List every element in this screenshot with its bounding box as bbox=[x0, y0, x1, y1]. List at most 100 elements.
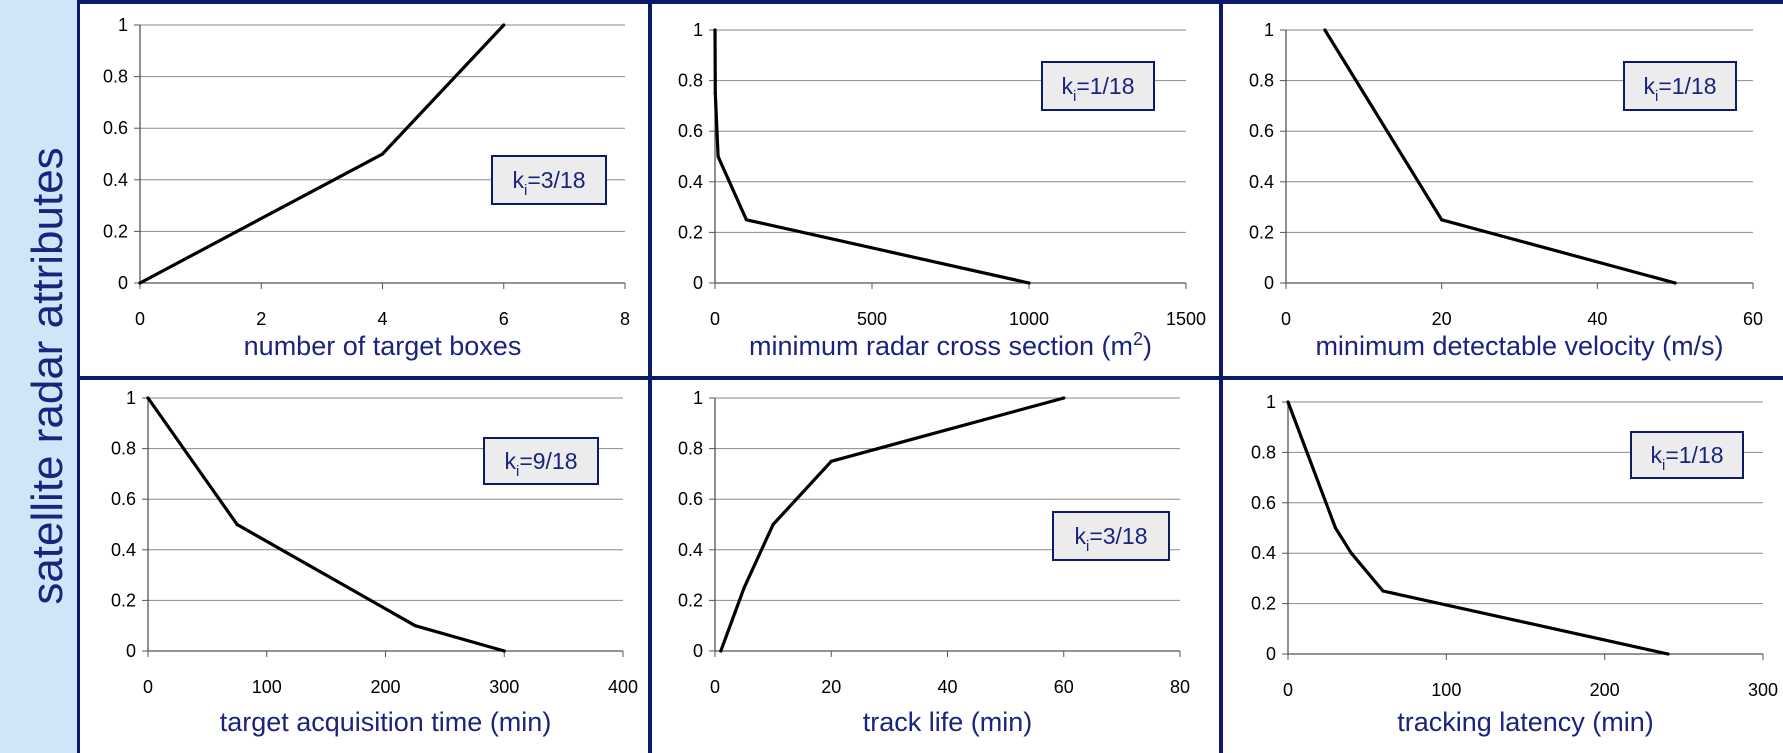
k-value-box: ki=3/18 bbox=[1052, 511, 1170, 561]
chart-panel-1: 0 0.2 0.4 0.6 0.8 1 0 2 4 6 8 ki=3/18 number of targ… bbox=[103, 15, 630, 361]
data-point bbox=[1323, 28, 1327, 32]
x-tick-label: 1000 bbox=[1009, 309, 1049, 329]
y-tick-label: 0 bbox=[118, 273, 128, 293]
y-tick-label: 1 bbox=[1266, 392, 1276, 412]
data-point bbox=[235, 522, 239, 527]
y-tick-label: 0.2 bbox=[1249, 222, 1274, 242]
x-axis-title: minimum radar cross section (m2) bbox=[749, 329, 1152, 361]
k-value-label: ki=3/18 bbox=[512, 167, 585, 199]
y-tick-label: 0.6 bbox=[1251, 493, 1276, 513]
y-tick-label: 0.2 bbox=[1251, 594, 1276, 614]
data-point bbox=[1333, 526, 1338, 530]
y-tick-label: 1 bbox=[126, 388, 136, 408]
y-tick-label: 1 bbox=[1264, 20, 1274, 40]
chart-panel-5: 0 0.2 0.4 0.6 0.8 1 0 20 40 60 80 ki=3/18 track life… bbox=[678, 388, 1190, 737]
y-tick-label: 0.2 bbox=[103, 221, 128, 241]
data-point bbox=[719, 649, 723, 653]
y-tick-label: 0 bbox=[693, 273, 703, 293]
series-line bbox=[1323, 29, 1676, 285]
data-point bbox=[1666, 652, 1670, 656]
chart-panel-4: 0 0.2 0.4 0.6 0.8 1 0 100 200 300 400 ki=9/18 target… bbox=[111, 388, 638, 737]
sidebar: satellite radar attributes bbox=[0, 0, 80, 753]
series-line bbox=[1286, 401, 1669, 656]
series-line bbox=[713, 29, 1030, 285]
x-tick-label: 100 bbox=[1431, 680, 1461, 700]
y-tick-label: 0.8 bbox=[1249, 71, 1274, 91]
y-tick-label: 0.6 bbox=[1249, 121, 1274, 141]
y-tick-label: 0.8 bbox=[1251, 442, 1276, 462]
y-tick-label: 0 bbox=[126, 641, 136, 661]
data-point bbox=[713, 91, 717, 95]
y-tick-label: 1 bbox=[693, 388, 703, 408]
y-tick-label: 1 bbox=[693, 20, 703, 40]
data-point bbox=[413, 624, 417, 628]
x-tick-label: 300 bbox=[1748, 680, 1778, 700]
x-tick-label: 500 bbox=[857, 309, 887, 329]
x-tick-label: 60 bbox=[1743, 309, 1763, 329]
data-point bbox=[713, 28, 717, 32]
data-point bbox=[716, 154, 720, 159]
x-tick-label: 1500 bbox=[1166, 309, 1206, 329]
x-axis-title: track life (min) bbox=[863, 707, 1033, 737]
k-value-box: ki=1/18 bbox=[1630, 431, 1744, 479]
y-tick-label: 0.8 bbox=[103, 67, 128, 87]
y-tick-label: 0 bbox=[693, 641, 703, 661]
k-value-label: ki=1/18 bbox=[1061, 73, 1134, 105]
x-tick-label: 0 bbox=[143, 677, 153, 697]
chart-panel-6: 0 0.2 0.4 0.6 0.8 1 0 100 200 300 ki=1/18 tracking … bbox=[1251, 392, 1778, 737]
x-tick-label: 80 bbox=[1170, 677, 1190, 697]
x-tick-label: 40 bbox=[937, 677, 957, 697]
x-tick-label: 0 bbox=[1283, 680, 1293, 700]
y-tick-label: 0.8 bbox=[111, 439, 136, 459]
y-tick-label: 0.6 bbox=[111, 489, 136, 509]
y-tick-label: 0.6 bbox=[103, 118, 128, 138]
x-tick-label: 20 bbox=[1432, 309, 1452, 329]
x-tick-label: 0 bbox=[710, 677, 720, 697]
data-point bbox=[1027, 281, 1031, 285]
x-tick-label: 0 bbox=[1281, 309, 1291, 329]
data-point bbox=[1349, 551, 1353, 555]
y-tick-label: 0.4 bbox=[111, 540, 136, 560]
x-axis-title: tracking latency (min) bbox=[1397, 707, 1654, 737]
y-tick-label: 0.4 bbox=[678, 540, 703, 560]
x-tick-label: 6 bbox=[499, 309, 509, 329]
x-tick-label: 4 bbox=[377, 309, 387, 329]
x-axis-title: minimum detectable velocity (m/s) bbox=[1315, 331, 1723, 361]
y-tick-label: 0.6 bbox=[678, 489, 703, 509]
chart-panel-3: 0 0.2 0.4 0.6 0.8 1 0 20 40 60 ki=1/18 minimum dete… bbox=[1249, 20, 1763, 361]
data-point bbox=[1381, 589, 1385, 593]
k-value-label: ki=1/18 bbox=[1650, 442, 1723, 474]
x-tick-label: 60 bbox=[1054, 677, 1074, 697]
data-point bbox=[742, 586, 746, 590]
x-tick-label: 300 bbox=[489, 677, 519, 697]
panel-frame bbox=[80, 0, 1783, 753]
x-tick-label: 400 bbox=[608, 677, 638, 697]
y-tick-label: 0 bbox=[1264, 273, 1274, 293]
data-point bbox=[380, 152, 385, 156]
x-tick-label: 200 bbox=[370, 677, 400, 697]
chart-panel-2: 0 0.2 0.4 0.6 0.8 1 0 500 1000 1500 ki=1/18 minimum… bbox=[678, 20, 1206, 361]
y-tick-label: 0.8 bbox=[678, 439, 703, 459]
y-tick-label: 0.4 bbox=[1249, 172, 1274, 192]
y-tick-label: 0.6 bbox=[678, 121, 703, 141]
series-line bbox=[146, 397, 505, 653]
k-value-box: ki=3/18 bbox=[491, 155, 607, 205]
k-value-label: ki=3/18 bbox=[1074, 523, 1147, 555]
data-point bbox=[146, 396, 150, 400]
x-tick-label: 8 bbox=[620, 309, 630, 329]
x-tick-label: 100 bbox=[252, 677, 282, 697]
x-tick-label: 40 bbox=[1587, 309, 1607, 329]
series-line bbox=[139, 23, 505, 285]
x-tick-label: 0 bbox=[710, 309, 720, 329]
y-tick-label: 0.8 bbox=[678, 71, 703, 91]
x-axis-title: number of target boxes bbox=[244, 331, 522, 361]
k-value-label: ki=1/18 bbox=[1643, 73, 1716, 105]
y-tick-label: 0.4 bbox=[678, 172, 703, 192]
data-point bbox=[829, 459, 833, 463]
data-point bbox=[1286, 400, 1290, 404]
data-point bbox=[771, 522, 775, 527]
y-tick-label: 0.2 bbox=[678, 222, 703, 242]
k-value-label: ki=9/18 bbox=[504, 448, 577, 480]
data-point bbox=[502, 649, 506, 653]
data-point bbox=[1062, 396, 1066, 400]
